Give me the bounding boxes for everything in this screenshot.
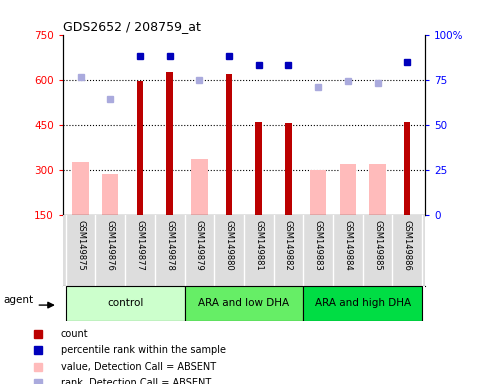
Text: GSM149879: GSM149879 (195, 220, 204, 271)
Bar (256, 122, 262, 215)
Bar (102, 174, 118, 215)
Text: GSM149885: GSM149885 (373, 220, 382, 271)
Bar (72, 162, 89, 215)
Bar (285, 123, 292, 215)
Text: percentile rank within the sample: percentile rank within the sample (61, 345, 226, 355)
Bar (369, 164, 386, 215)
Text: count: count (61, 329, 88, 339)
Text: GDS2652 / 208759_at: GDS2652 / 208759_at (63, 20, 200, 33)
Text: control: control (107, 298, 143, 308)
Bar (310, 170, 327, 215)
Bar (404, 122, 411, 215)
Bar (137, 81, 143, 215)
Text: value, Detection Call = ABSENT: value, Detection Call = ABSENT (61, 362, 216, 372)
Bar (167, 72, 173, 215)
Text: GSM149881: GSM149881 (254, 220, 263, 271)
Text: GSM149884: GSM149884 (343, 220, 352, 271)
Text: ARA and high DHA: ARA and high DHA (314, 298, 411, 308)
Text: GSM149883: GSM149883 (313, 220, 323, 271)
Text: GSM149886: GSM149886 (403, 220, 412, 271)
Bar (191, 159, 208, 215)
Text: GSM149882: GSM149882 (284, 220, 293, 271)
Bar (303, 286, 422, 321)
Text: GSM149877: GSM149877 (136, 220, 144, 271)
Bar (66, 286, 185, 321)
Bar (340, 164, 356, 215)
Bar (185, 286, 303, 321)
Text: GSM149876: GSM149876 (106, 220, 115, 271)
Text: GSM149875: GSM149875 (76, 220, 85, 271)
Text: rank, Detection Call = ABSENT: rank, Detection Call = ABSENT (61, 378, 211, 384)
Bar (226, 74, 232, 215)
Text: GSM149878: GSM149878 (165, 220, 174, 271)
Text: ARA and low DHA: ARA and low DHA (199, 298, 289, 308)
Text: agent: agent (3, 295, 33, 305)
Text: GSM149880: GSM149880 (225, 220, 234, 271)
